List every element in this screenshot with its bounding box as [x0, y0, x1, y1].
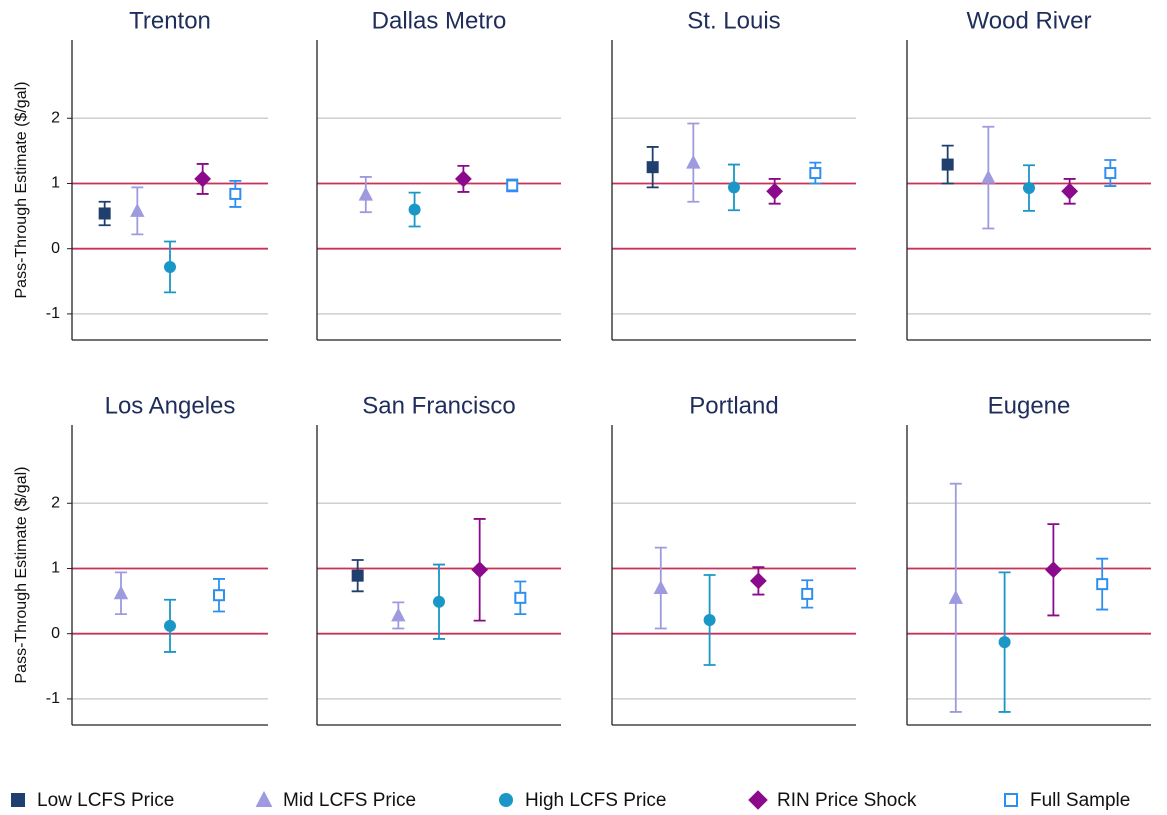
legend-label: Low LCFS Price [37, 790, 174, 811]
legend-label: Mid LCFS Price [283, 790, 416, 811]
y-tick-label: 0 [51, 240, 60, 257]
point-marker [1023, 182, 1035, 195]
y-tick-label: -1 [46, 690, 60, 707]
point-marker [351, 569, 364, 582]
panel-title: Wood River [967, 7, 1092, 34]
point-marker [801, 587, 814, 600]
y-axis-label: Pass-Through Estimate ($/gal) [13, 82, 30, 299]
legend-marker [255, 790, 273, 807]
point-marker [703, 614, 716, 626]
legend-label: High LCFS Price [525, 790, 667, 811]
point-marker [653, 580, 668, 595]
point-marker [766, 182, 784, 200]
y-tick-label: 0 [51, 625, 60, 642]
point-marker [809, 167, 822, 180]
panel-title: Eugene [988, 392, 1071, 419]
y-tick-label: 1 [51, 175, 60, 192]
panel-title: St. Louis [687, 7, 780, 34]
point-marker [471, 561, 489, 579]
legend-marker [11, 793, 25, 807]
y-axis-label: Pass-Through Estimate ($/gal) [13, 467, 30, 684]
point-marker [113, 585, 129, 600]
point-marker [948, 590, 963, 604]
point-marker [646, 161, 659, 174]
point-marker [1096, 578, 1109, 591]
point-marker [130, 203, 145, 217]
y-tick-label: -1 [46, 305, 60, 322]
point-marker [686, 154, 701, 169]
point-marker [1104, 167, 1117, 180]
point-marker [941, 158, 954, 171]
point-marker [998, 636, 1011, 649]
legend-label: Full Sample [1030, 790, 1130, 811]
point-marker [728, 181, 740, 194]
point-marker [98, 207, 111, 220]
panel-title: Los Angeles [105, 392, 236, 419]
point-marker [506, 179, 519, 192]
y-tick-label: 2 [51, 109, 60, 126]
point-marker [164, 260, 176, 273]
point-marker [213, 589, 225, 602]
panel-title: Portland [689, 392, 778, 419]
point-marker [164, 619, 176, 632]
point-marker [408, 203, 421, 216]
legend-marker [1004, 793, 1018, 807]
point-marker [750, 572, 767, 590]
legend-label: RIN Price Shock [777, 790, 917, 811]
panel-title: Trenton [129, 7, 211, 34]
panel-title: Dallas Metro [372, 7, 507, 34]
point-marker [1045, 561, 1062, 579]
panel-title: San Francisco [362, 392, 515, 419]
point-marker [391, 607, 406, 622]
point-marker [981, 169, 996, 184]
point-marker [455, 170, 472, 188]
y-tick-label: 2 [51, 494, 60, 511]
legend-marker [748, 790, 768, 810]
point-marker [229, 187, 242, 200]
point-marker [1061, 182, 1079, 200]
point-marker [194, 170, 212, 188]
legend-marker [499, 793, 513, 807]
point-marker [514, 591, 527, 604]
point-marker [358, 186, 373, 201]
point-marker [433, 595, 445, 608]
y-tick-label: 1 [51, 560, 60, 577]
